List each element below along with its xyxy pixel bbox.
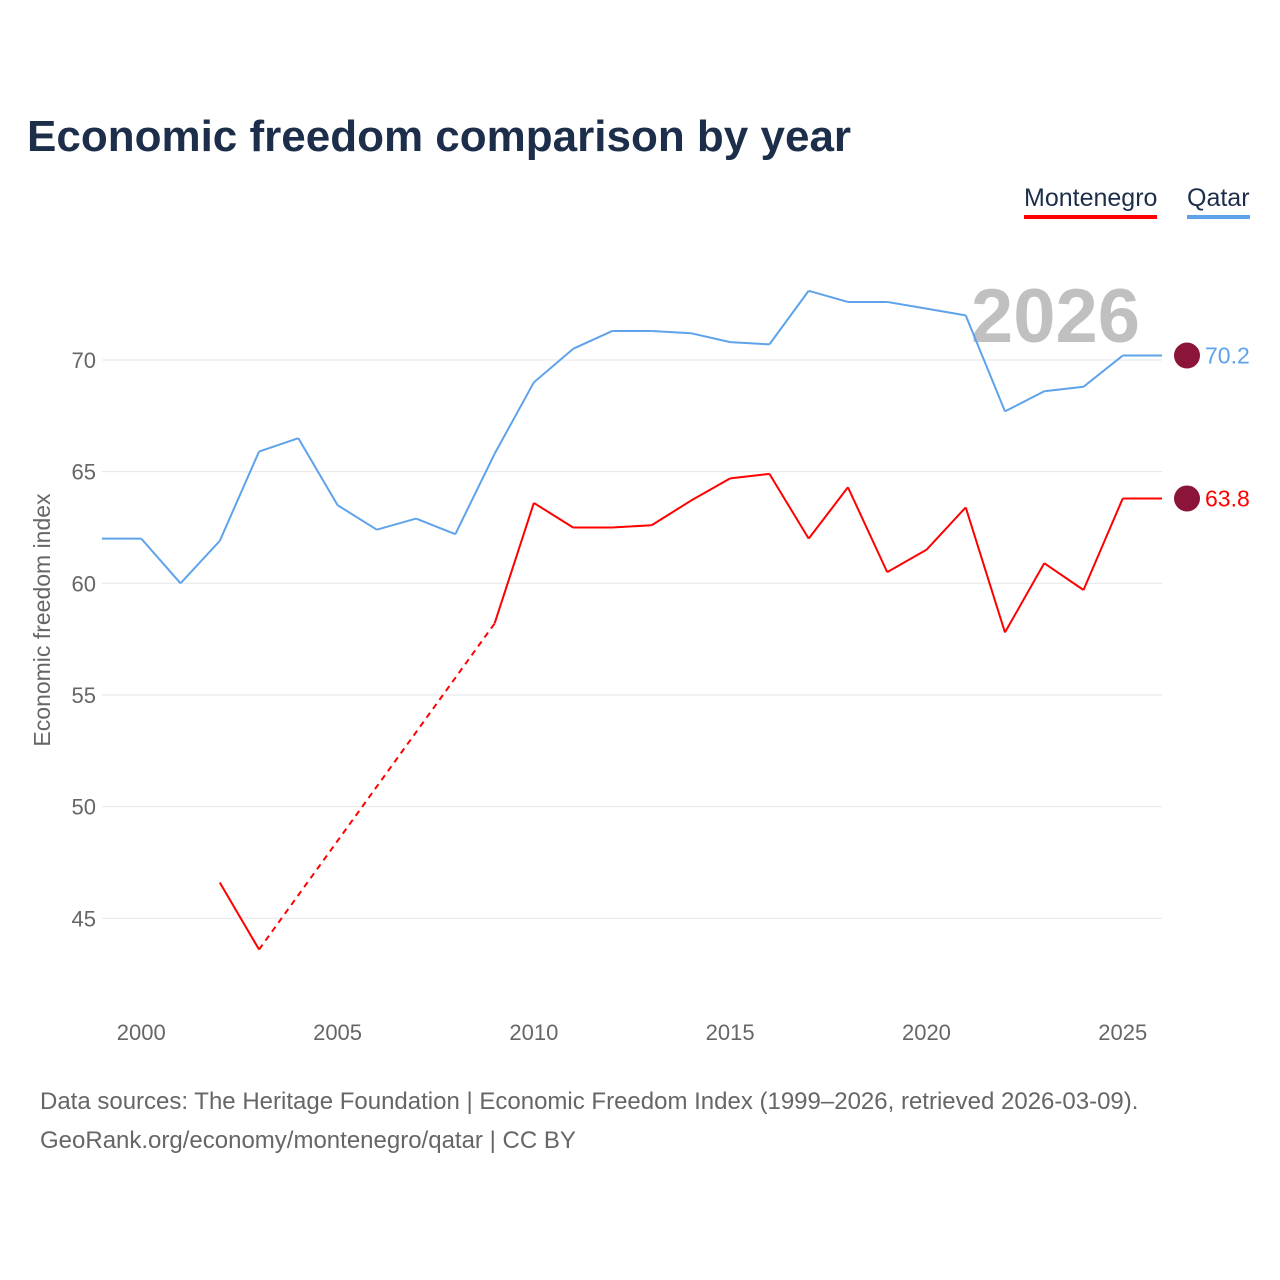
line-segment-qatar: [454, 453, 496, 535]
y-tick-label: 50: [72, 795, 96, 820]
year-annotation: 2026: [971, 274, 1140, 359]
x-tick-label: 2010: [509, 1020, 558, 1045]
source-line: Data sources: The Heritage Foundation | …: [40, 1088, 1139, 1115]
line-segment-montenegro: [730, 472, 770, 480]
gap-segment-montenegro: [258, 622, 496, 951]
line-segment-qatar: [493, 381, 535, 455]
line-segment-qatar: [415, 517, 456, 536]
line-segment-montenegro: [807, 486, 849, 540]
line-segment-qatar: [533, 348, 574, 384]
line-segment-montenegro: [925, 506, 967, 551]
line-segment-qatar: [651, 329, 691, 335]
source-url: GeoRank.org/economy/montenegro/qatar | C…: [40, 1127, 576, 1154]
y-tick-label: 55: [72, 683, 96, 708]
line-segment-qatar: [218, 451, 260, 542]
line-segment-qatar: [730, 341, 770, 346]
line-segment-montenegro: [690, 477, 731, 502]
line-segment-qatar: [1004, 390, 1045, 413]
y-tick-label: 60: [72, 571, 96, 596]
line-segment-montenegro: [768, 473, 810, 540]
flag-montenegro-icon: [1174, 485, 1200, 512]
line-segment-qatar: [297, 437, 339, 506]
x-tick-label: 2005: [313, 1020, 362, 1045]
chart-title: Economic freedom comparison by year: [27, 112, 852, 161]
line-segment-montenegro: [1082, 498, 1124, 591]
line-segment-montenegro: [651, 499, 692, 527]
legend-montenegro[interactable]: Montenegro: [1024, 184, 1158, 219]
line-segment-montenegro: [847, 486, 889, 573]
legend-qatar[interactable]: Qatar: [1187, 184, 1250, 219]
line-segment-qatar: [1044, 385, 1084, 393]
line-segment-qatar: [768, 290, 810, 345]
line-segment-montenegro: [964, 507, 1006, 633]
line-segment-qatar: [376, 517, 417, 531]
line-segment-qatar: [926, 307, 966, 317]
y-tick-label: 65: [72, 460, 96, 485]
y-tick-label: 45: [72, 906, 96, 931]
line-segment-qatar: [690, 332, 731, 344]
line-segment-montenegro: [886, 548, 927, 574]
line-segment-qatar: [808, 289, 849, 303]
line-segment-montenegro: [1043, 562, 1085, 591]
end-label-montenegro: 63.8: [1205, 485, 1250, 511]
line-segment-montenegro: [533, 502, 574, 529]
line-segment-montenegro: [493, 502, 535, 624]
x-tick-label: 2020: [902, 1020, 951, 1045]
line-segment-montenegro: [1004, 562, 1046, 633]
line-segment-qatar: [572, 330, 613, 350]
x-tick-label: 2015: [706, 1020, 755, 1045]
flag-qatar-icon: [1174, 342, 1200, 369]
end-label-qatar: 70.2: [1205, 343, 1250, 369]
line-segment-qatar: [887, 300, 927, 310]
line-segment-qatar: [140, 537, 182, 584]
line-segment-montenegro: [612, 524, 652, 529]
line-segment-qatar: [337, 504, 378, 531]
line-segment-qatar: [258, 437, 299, 453]
y-axis-label: Economic freedom index: [29, 493, 55, 747]
x-tick-label: 2000: [117, 1020, 166, 1045]
y-tick-label: 70: [72, 348, 96, 373]
x-tick-label: 2025: [1098, 1020, 1147, 1045]
line-segment-montenegro: [218, 882, 260, 951]
line-segment-qatar: [1082, 354, 1124, 388]
line-segment-qatar: [964, 314, 1006, 412]
line-segment-qatar: [179, 540, 221, 584]
